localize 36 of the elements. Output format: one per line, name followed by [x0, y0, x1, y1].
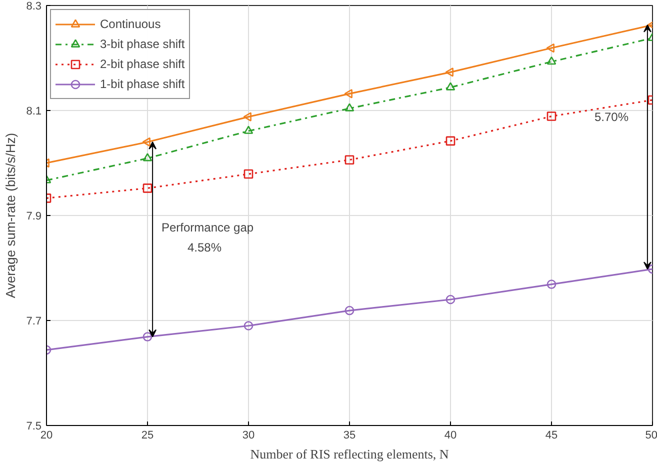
legend-label: 1-bit phase shift — [100, 77, 185, 91]
annotation: 5.70% — [594, 110, 629, 124]
x-tick-label: 30 — [242, 430, 255, 442]
point — [446, 82, 456, 90]
x-tick-label: 25 — [141, 430, 154, 442]
y-tick-label: 7.9 — [26, 210, 42, 222]
y-axis-title: Average sum-rate (bits/s/Hz) — [3, 132, 18, 298]
legend-label: 3-bit phase shift — [100, 37, 185, 51]
point — [244, 169, 254, 179]
y-tick-label: 7.5 — [26, 420, 42, 432]
point — [446, 294, 456, 304]
x-tick-label: 45 — [545, 430, 558, 442]
point — [344, 103, 354, 112]
y-tick-label: 8.3 — [26, 0, 42, 12]
point — [142, 332, 152, 342]
legend-label: Continuous — [100, 17, 161, 31]
point — [344, 155, 354, 164]
x-tick-label: 35 — [343, 430, 356, 442]
x-axis-title: Number of RIS reflecting elements, N — [250, 446, 450, 462]
point — [446, 136, 456, 146]
point — [546, 43, 554, 53]
point — [244, 126, 254, 134]
x-tick-label: 20 — [40, 430, 53, 442]
point — [344, 89, 352, 98]
y-tick-label: 7.7 — [26, 316, 42, 328]
point — [142, 184, 152, 193]
x-tick-label: 40 — [444, 430, 457, 442]
legend-label: 2-bit phase shift — [100, 57, 185, 71]
point — [244, 321, 254, 330]
point — [142, 153, 152, 162]
point — [445, 68, 454, 77]
y-tick-label: 8.1 — [26, 106, 42, 118]
annotation: 4.58% — [188, 240, 222, 254]
annotation: Performance gap — [162, 220, 254, 234]
x-tick-label: 50 — [645, 430, 657, 442]
point — [344, 306, 354, 316]
